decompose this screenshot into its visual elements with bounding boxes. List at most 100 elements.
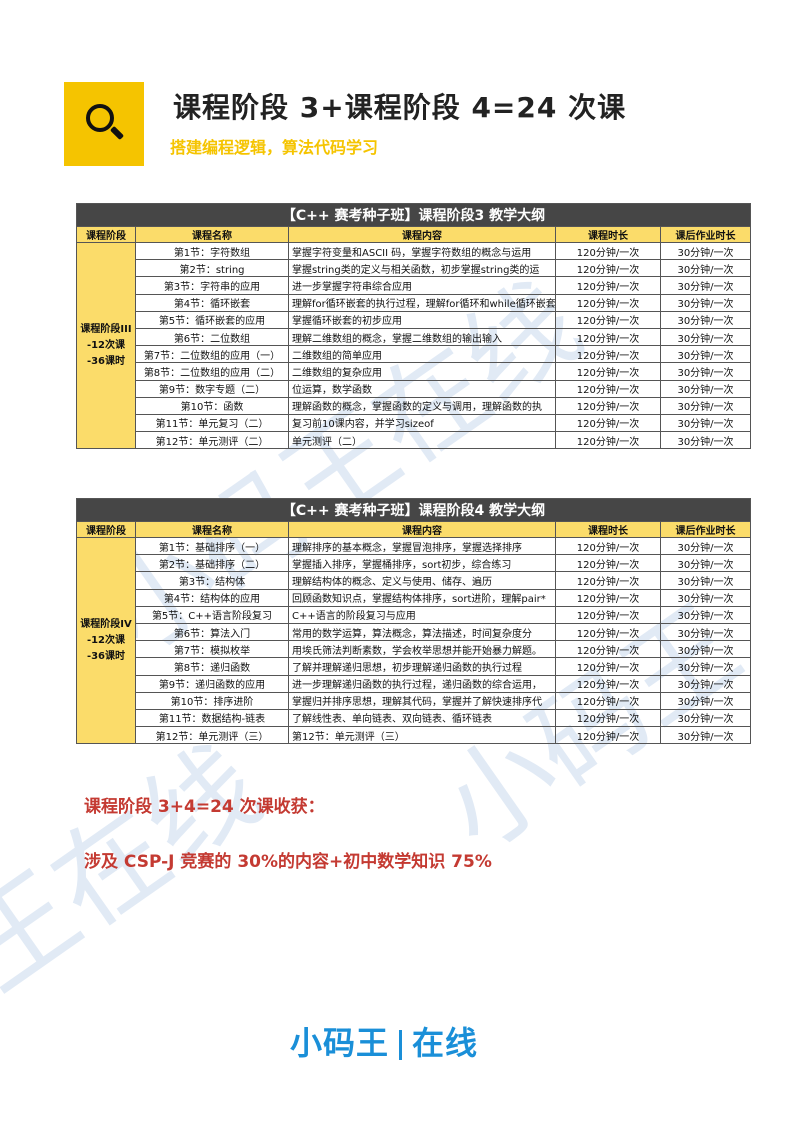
lesson-name: 第10节：函数 <box>135 396 289 415</box>
homework-duration: 30分钟/一次 <box>660 640 751 659</box>
table-row: 第4节：结构体的应用 回顾函数知识点，掌握结构体排序，sort进阶，理解pair*… <box>77 588 751 607</box>
table-row: 第12节：单元测评（二） 单元测评（二） 120分钟/一次 30分钟/一次 <box>77 431 751 450</box>
table-row: 第7节：二位数组的应用（一） 二维数组的简单应用 120分钟/一次 30分钟/一次 <box>77 345 751 364</box>
lesson-name: 第12节：单元测评（二） <box>135 431 289 450</box>
lesson-duration: 120分钟/一次 <box>555 396 661 415</box>
lesson-name: 第11节：数据结构-链表 <box>135 708 289 728</box>
page-title: 课程阶段 3+课程阶段 4=24 次课 <box>173 91 627 124</box>
lesson-content: C++语言的阶段复习与应用 <box>288 605 556 624</box>
homework-duration: 30分钟/一次 <box>660 554 751 573</box>
column-header: 课程时长 <box>555 521 661 538</box>
table-row: 第5节：循环嵌套的应用 掌握循环嵌套的初步应用 120分钟/一次 30分钟/一次 <box>77 310 751 329</box>
lesson-duration: 120分钟/一次 <box>555 726 661 745</box>
table-row: 第3节：字符串的应用 进一步掌握字符串综合应用 120分钟/一次 30分钟/一次 <box>77 276 751 295</box>
lesson-duration: 120分钟/一次 <box>555 571 661 590</box>
lesson-duration: 120分钟/一次 <box>555 276 661 295</box>
syllabus-table-stage3: 【C++ 赛考种子班】课程阶段3 教学大纲 课程阶段 课程名称 课程内容 课程时长 课后作… <box>76 203 751 450</box>
homework-duration: 30分钟/一次 <box>660 362 751 381</box>
lesson-duration: 120分钟/一次 <box>555 259 661 278</box>
search-icon-box <box>64 82 144 166</box>
lesson-duration: 120分钟/一次 <box>555 379 661 398</box>
column-header: 课后作业时长 <box>660 226 751 243</box>
lesson-content: 掌握插入排序，掌握桶排序，sort初步，综合练习 <box>288 554 556 573</box>
table-row: 第5节：C++语言阶段复习 C++语言的阶段复习与应用 120分钟/一次 30分钟/一… <box>77 605 751 624</box>
table-row: 第12节：单元测评（三） 第12节：单元测评（三） 120分钟/一次 30分钟/一次 <box>77 726 751 745</box>
lesson-content: 掌握归并排序思想，理解其代码，掌握并了解快速排序代 <box>288 691 556 710</box>
lesson-content: 进一步理解递归函数的执行过程，递归函数的综合运用， <box>288 674 556 693</box>
homework-duration: 30分钟/一次 <box>660 657 751 676</box>
lesson-content: 掌握字符变量和ASCII 码，掌握字符数组的概念与运用 <box>288 241 556 261</box>
lesson-content: 位运算，数学函数 <box>288 379 556 398</box>
lesson-duration: 120分钟/一次 <box>555 327 661 347</box>
lesson-duration: 120分钟/一次 <box>555 657 661 676</box>
stage-cell: 课程阶段III -12次课 -36课时 <box>76 241 136 450</box>
lesson-duration: 120分钟/一次 <box>555 554 661 573</box>
table-row: 第9节：数字专题（二） 位运算，数学函数 120分钟/一次 30分钟/一次 <box>77 379 751 398</box>
table-row: 第10节：排序进阶 掌握归并排序思想，理解其代码，掌握并了解快速排序代 120分钟/… <box>77 691 751 710</box>
lesson-content: 了解并理解递归思想，初步理解递归函数的执行过程 <box>288 657 556 676</box>
lesson-content: 掌握循环嵌套的初步应用 <box>288 310 556 329</box>
table-row: 第6节：算法入门 常用的数学运算，算法概念，算法描述，时间复杂度分 120分钟/一次… <box>77 622 751 642</box>
lesson-name: 第7节：二位数组的应用（一） <box>135 345 289 364</box>
homework-duration: 30分钟/一次 <box>660 431 751 450</box>
column-header: 课程时长 <box>555 226 661 243</box>
lesson-name: 第9节：递归函数的应用 <box>135 674 289 693</box>
table-row: 课程阶段III -12次课 -36课时 第1节：字符数组 掌握字符变量和ASCII … <box>76 241 751 450</box>
logo-suffix: 在线 <box>412 1024 479 1062</box>
lesson-content: 理解结构体的概念、定义与使用、储存、遍历 <box>288 571 556 590</box>
column-header: 课程内容 <box>288 226 556 243</box>
lesson-name: 第4节：结构体的应用 <box>135 588 289 607</box>
column-header: 课程名称 <box>135 226 289 243</box>
homework-duration: 30分钟/一次 <box>660 726 751 745</box>
homework-duration: 30分钟/一次 <box>660 259 751 278</box>
lesson-duration: 120分钟/一次 <box>555 640 661 659</box>
table-row: 第9节：递归函数的应用 进一步理解递归函数的执行过程，递归函数的综合运用， 120分… <box>77 674 751 693</box>
lesson-name: 第12节：单元测评（三） <box>135 726 289 745</box>
homework-duration: 30分钟/一次 <box>660 396 751 415</box>
lesson-duration: 120分钟/一次 <box>555 413 661 433</box>
lesson-name: 第4节：循环嵌套 <box>135 293 289 312</box>
lesson-name: 第3节：字符串的应用 <box>135 276 289 295</box>
page-subtitle: 搭建编程逻辑，算法代码学习 <box>170 138 379 157</box>
lesson-content: 常用的数学运算，算法概念，算法描述，时间复杂度分 <box>288 622 556 642</box>
lesson-content: 复习前10课内容，并学习sizeof <box>288 413 556 433</box>
lesson-duration: 120分钟/一次 <box>555 605 661 624</box>
lesson-name: 第5节：循环嵌套的应用 <box>135 310 289 329</box>
column-header: 课程阶段 <box>76 521 136 538</box>
homework-duration: 30分钟/一次 <box>660 345 751 364</box>
lesson-content: 二维数组的复杂应用 <box>288 362 556 381</box>
brand-logo: 小码王 在线 <box>290 1018 478 1064</box>
homework-duration: 30分钟/一次 <box>660 691 751 710</box>
summary-heading: 课程阶段 3+4=24 次课收获： <box>84 797 325 817</box>
lesson-duration: 120分钟/一次 <box>555 622 661 642</box>
table-row: 第4节：循环嵌套 理解for循环嵌套的执行过程，理解for循环和while循环嵌套… <box>77 293 751 312</box>
lesson-name: 第3节：结构体 <box>135 571 289 590</box>
lesson-content: 理解函数的概念，掌握函数的定义与调用，理解函数的执 <box>288 396 556 415</box>
table-caption: 【C++ 赛考种子班】课程阶段3 教学大纲 <box>76 203 751 227</box>
search-icon <box>86 104 114 132</box>
column-header: 课程名称 <box>135 521 289 538</box>
table-row: 第8节：二位数组的应用（二） 二维数组的复杂应用 120分钟/一次 30分钟/一次 <box>77 362 751 381</box>
column-header: 课后作业时长 <box>660 521 751 538</box>
lesson-content: 回顾函数知识点，掌握结构体排序，sort进阶，理解pair* <box>288 588 556 607</box>
homework-duration: 30分钟/一次 <box>660 379 751 398</box>
lesson-duration: 120分钟/一次 <box>555 536 661 556</box>
homework-duration: 30分钟/一次 <box>660 241 751 261</box>
lesson-content: 第12节：单元测评（三） <box>288 726 556 745</box>
lesson-content: 理解for循环嵌套的执行过程，理解for循环和while循环嵌套 <box>288 293 556 312</box>
lesson-name: 第9节：数字专题（二） <box>135 379 289 398</box>
lesson-duration: 120分钟/一次 <box>555 293 661 312</box>
table-row: 第11节：单元复习（二） 复习前10课内容，并学习sizeof 120分钟/一次 30… <box>77 413 751 433</box>
logo-divider <box>399 1030 403 1060</box>
lesson-name: 第6节：算法入门 <box>135 622 289 642</box>
syllabus-table-stage4: 【C++ 赛考种子班】课程阶段4 教学大纲 课程阶段 课程名称 课程内容 课程时长 课后作… <box>76 498 751 745</box>
table-row: 第2节：string 掌握string类的定义与相关函数，初步掌握string类的… <box>77 259 751 278</box>
lesson-name: 第11节：单元复习（二） <box>135 413 289 433</box>
homework-duration: 30分钟/一次 <box>660 293 751 312</box>
table-row: 第2节：基础排序（二） 掌握插入排序，掌握桶排序，sort初步，综合练习 120分钟… <box>77 554 751 573</box>
homework-duration: 30分钟/一次 <box>660 571 751 590</box>
lesson-name: 第5节：C++语言阶段复习 <box>135 605 289 624</box>
lesson-duration: 120分钟/一次 <box>555 362 661 381</box>
lesson-content: 二维数组的简单应用 <box>288 345 556 364</box>
table-row: 第3节：结构体 理解结构体的概念、定义与使用、储存、遍历 120分钟/一次 30分钟/… <box>77 571 751 590</box>
